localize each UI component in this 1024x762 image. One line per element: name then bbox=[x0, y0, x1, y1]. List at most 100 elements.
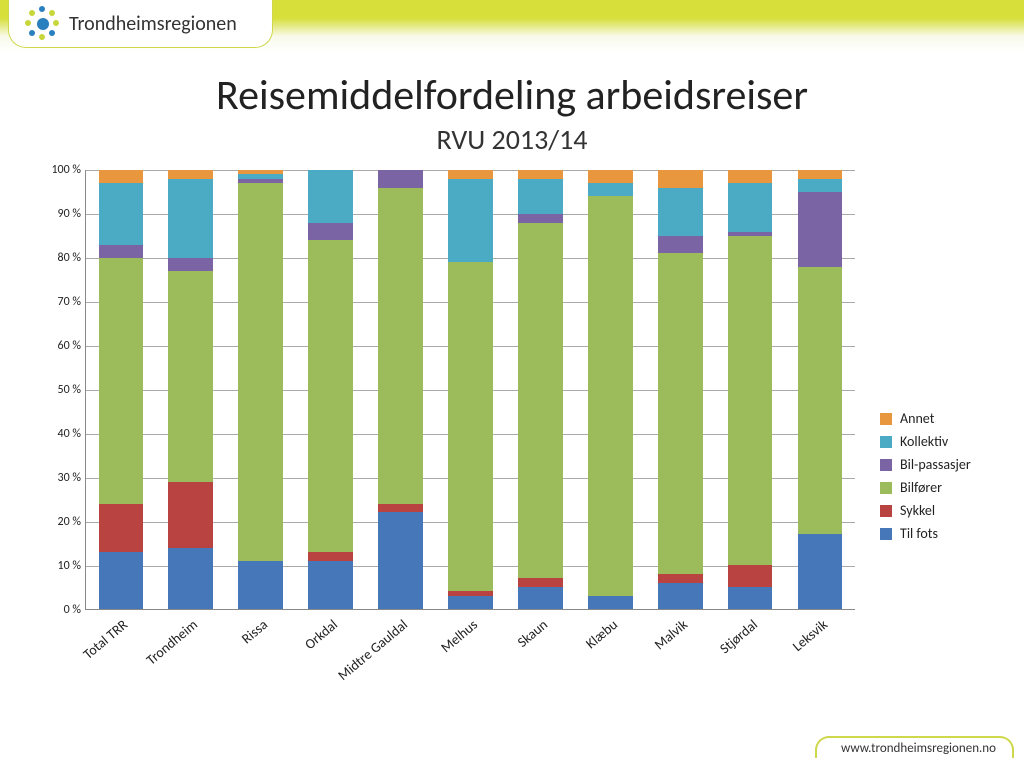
bar-segment-bilforer bbox=[238, 183, 283, 561]
bar-segment-sykkel bbox=[168, 482, 213, 548]
legend-item: Bilfører bbox=[880, 479, 1020, 496]
bar-segment-til_fots bbox=[99, 552, 144, 609]
bar-segment-bil_passasjer bbox=[518, 214, 563, 223]
legend-item: Annet bbox=[880, 410, 1020, 427]
legend-swatch-icon bbox=[880, 505, 892, 517]
legend-swatch-icon bbox=[880, 528, 892, 540]
footer-url: www.trondheimsregionen.no bbox=[815, 736, 1014, 758]
bar-segment-bilforer bbox=[448, 262, 493, 591]
y-tick-label: 0 % bbox=[31, 603, 81, 617]
logo-tab: Trondheimsregionen bbox=[8, 0, 273, 48]
footer: www.trondheimsregionen.no bbox=[0, 734, 1024, 762]
bar-segment-til_fots bbox=[798, 534, 843, 609]
bar-segment-annet bbox=[588, 170, 633, 183]
bar-segment-bil_passasjer bbox=[378, 170, 423, 188]
bar-segment-bilforer bbox=[308, 240, 353, 552]
x-tick-label: Skaun bbox=[514, 616, 551, 651]
bar-slot bbox=[436, 170, 506, 609]
x-tick-label: Stjørdal bbox=[716, 616, 761, 657]
x-tick-label: Total TRR bbox=[80, 616, 131, 663]
bar-segment-kollektiv bbox=[308, 170, 353, 223]
bar-stack bbox=[798, 170, 843, 609]
y-tick-label: 60 % bbox=[31, 339, 81, 353]
logo-dots-icon bbox=[25, 6, 61, 42]
x-tick-label: Klæbu bbox=[582, 616, 621, 652]
bar-segment-annet bbox=[728, 170, 773, 183]
bar-stack bbox=[99, 170, 144, 609]
bar-stack bbox=[728, 170, 773, 609]
bar-segment-kollektiv bbox=[658, 188, 703, 236]
bar-stack bbox=[658, 170, 703, 609]
chart-plot: 0 %10 %20 %30 %40 %50 %60 %70 %80 %90 %1… bbox=[85, 170, 855, 610]
legend-swatch-icon bbox=[880, 413, 892, 425]
bar-segment-bil_passasjer bbox=[658, 236, 703, 254]
bar-stack bbox=[308, 170, 353, 609]
bar-slot bbox=[156, 170, 226, 609]
bar-segment-sykkel bbox=[308, 552, 353, 561]
bar-segment-til_fots bbox=[518, 587, 563, 609]
bar-segment-til_fots bbox=[308, 561, 353, 609]
bar-segment-bil_passasjer bbox=[168, 258, 213, 271]
bar-segment-til_fots bbox=[658, 583, 703, 609]
y-tick-label: 100 % bbox=[31, 163, 81, 177]
x-axis-labels: Total TRRTrondheimRissaOrkdalMidtre Gaul… bbox=[85, 612, 855, 700]
bar-stack bbox=[588, 170, 633, 609]
bar-slot bbox=[366, 170, 436, 609]
bar-segment-kollektiv bbox=[99, 183, 144, 244]
bar-segment-bilforer bbox=[99, 258, 144, 504]
bar-segment-annet bbox=[658, 170, 703, 188]
bar-segment-bilforer bbox=[728, 236, 773, 565]
x-tick-label: Orkdal bbox=[301, 616, 341, 653]
bar-segment-bilforer bbox=[798, 267, 843, 535]
bar-slot bbox=[575, 170, 645, 609]
y-tick-label: 50 % bbox=[31, 383, 81, 397]
legend-swatch-icon bbox=[880, 436, 892, 448]
x-tick-label: Melhus bbox=[438, 616, 481, 656]
bar-segment-sykkel bbox=[99, 504, 144, 552]
legend-item: Kollektiv bbox=[880, 433, 1020, 450]
bar-slot bbox=[86, 170, 156, 609]
bar-segment-kollektiv bbox=[588, 183, 633, 196]
bar-stack bbox=[168, 170, 213, 609]
bar-stack bbox=[238, 170, 283, 609]
bar-slot bbox=[226, 170, 296, 609]
bar-segment-sykkel bbox=[378, 504, 423, 513]
bar-segment-kollektiv bbox=[448, 179, 493, 262]
bar-slot bbox=[645, 170, 715, 609]
legend-label: Til fots bbox=[900, 525, 938, 542]
bar-segment-til_fots bbox=[168, 548, 213, 609]
bar-segment-bilforer bbox=[168, 271, 213, 482]
bar-segment-sykkel bbox=[658, 574, 703, 583]
y-tick-label: 30 % bbox=[31, 471, 81, 485]
bar-slot bbox=[296, 170, 366, 609]
bar-segment-bil_passasjer bbox=[99, 245, 144, 258]
legend-label: Annet bbox=[900, 410, 934, 427]
bar-segment-sykkel bbox=[518, 578, 563, 587]
legend-label: Bilfører bbox=[900, 479, 942, 496]
bar-slot bbox=[715, 170, 785, 609]
y-tick-label: 40 % bbox=[31, 427, 81, 441]
slide-title: Reisemiddelfordeling arbeidsreiser bbox=[0, 70, 1024, 121]
chart-bars bbox=[86, 170, 855, 609]
bar-segment-til_fots bbox=[378, 512, 423, 609]
bar-segment-bilforer bbox=[588, 196, 633, 595]
legend-swatch-icon bbox=[880, 459, 892, 471]
bar-stack bbox=[448, 170, 493, 609]
bar-slot bbox=[505, 170, 575, 609]
bar-segment-til_fots bbox=[588, 596, 633, 609]
bar-segment-til_fots bbox=[728, 587, 773, 609]
bar-slot bbox=[785, 170, 855, 609]
y-tick-label: 80 % bbox=[31, 251, 81, 265]
bar-segment-kollektiv bbox=[168, 179, 213, 258]
legend-swatch-icon bbox=[880, 482, 892, 494]
bar-segment-kollektiv bbox=[728, 183, 773, 231]
y-tick-label: 10 % bbox=[31, 559, 81, 573]
y-tick-label: 20 % bbox=[31, 515, 81, 529]
x-tick-label: Leksvik bbox=[789, 616, 831, 655]
bar-segment-annet bbox=[518, 170, 563, 179]
x-tick-label: Rissa bbox=[238, 616, 271, 647]
bar-segment-bilforer bbox=[378, 188, 423, 504]
bar-segment-kollektiv bbox=[518, 179, 563, 214]
legend-label: Sykkel bbox=[900, 502, 935, 519]
bar-segment-sykkel bbox=[728, 565, 773, 587]
